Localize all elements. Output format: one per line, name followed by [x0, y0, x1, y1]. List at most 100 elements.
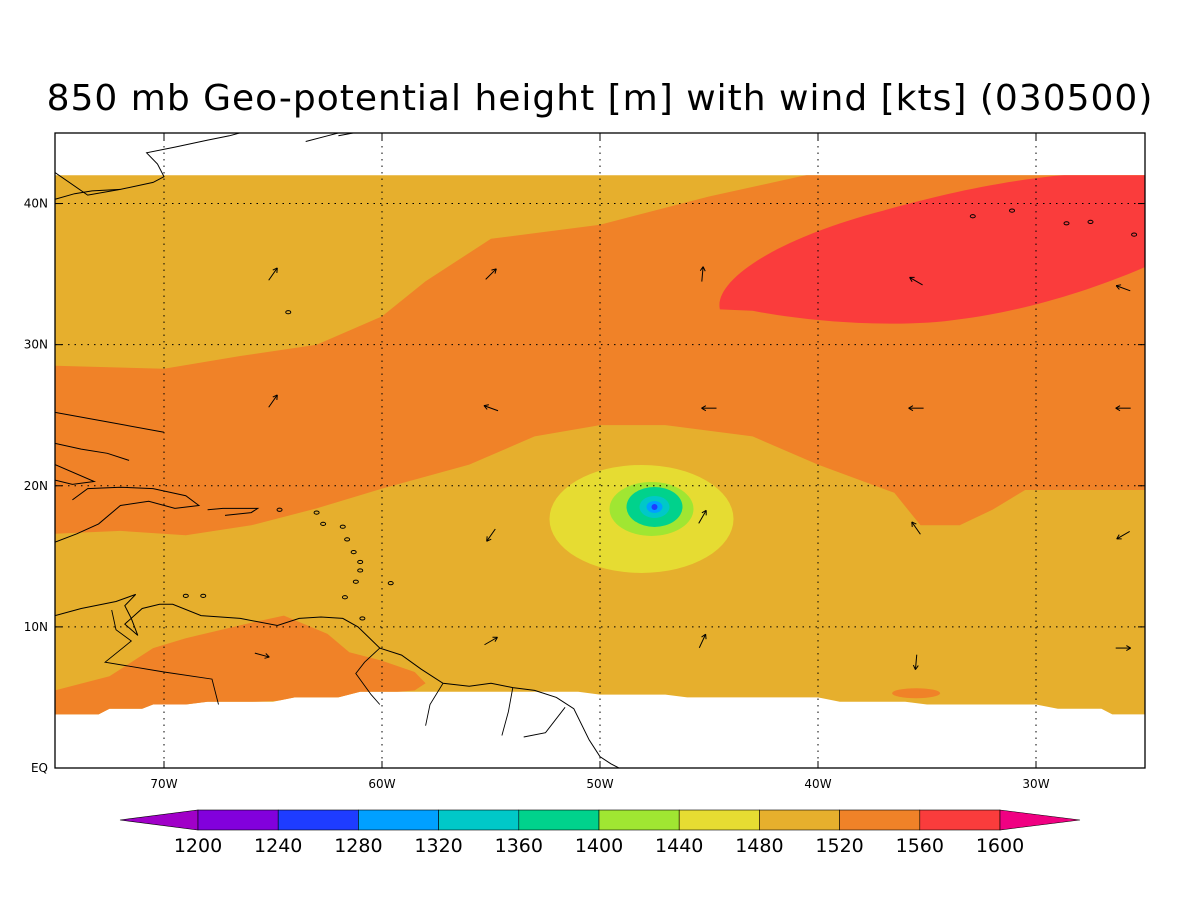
wind-arrow-shaft — [484, 636, 498, 646]
wind-arrow — [1116, 530, 1130, 540]
island — [341, 595, 348, 600]
country-border — [104, 609, 219, 705]
wind-arrow-shaft — [1115, 285, 1131, 292]
wind-arrow-head — [272, 394, 278, 398]
wind-arrow-shaft — [483, 405, 499, 412]
wind-arrow-head — [1126, 647, 1131, 651]
wind-arrow — [911, 521, 921, 535]
height-band-1560-south — [55, 615, 426, 715]
colorbar-label: 1560 — [896, 835, 944, 857]
x-tick-label: 30W — [1022, 777, 1049, 791]
colorbar-swatch — [678, 809, 760, 831]
coastline-segment — [55, 593, 621, 768]
colorbar-label: 1360 — [495, 835, 543, 857]
island — [357, 559, 364, 565]
island — [387, 581, 394, 586]
wind-arrow-head — [912, 664, 916, 670]
axis-ticks: 70W 60W 50W 40W 30W EQ 10N 20N 30N 40N — [24, 133, 1145, 791]
colorbar-swatch — [919, 809, 1001, 831]
wind-arrow — [912, 654, 919, 670]
colorbar-label: 1480 — [735, 835, 783, 857]
wind-arrow — [485, 268, 497, 280]
wind-arrow — [484, 636, 498, 646]
wind-arrow-shaft — [914, 654, 918, 670]
y-tick-label: 10N — [24, 620, 48, 634]
coastline-segment — [55, 133, 242, 196]
island — [344, 537, 351, 542]
coastline-segment — [207, 507, 260, 516]
island — [1087, 219, 1094, 224]
country-border — [425, 683, 444, 726]
colorbar-swatch — [839, 809, 921, 831]
island — [969, 214, 976, 219]
wind-arrow — [698, 509, 707, 524]
coastline-segment — [55, 486, 201, 543]
wind-arrow-head — [494, 268, 497, 274]
colorbar: 1200 1240 1280 1320 1360 1400 1440 1480 1520 1560… — [119, 809, 1081, 857]
wind-arrow-head — [483, 405, 488, 410]
wind-arrow-shaft — [911, 521, 921, 535]
wind-arrow-head — [701, 509, 707, 514]
wind-arrow-head — [915, 665, 919, 670]
wind-arrow-head — [491, 268, 497, 271]
country-border — [355, 647, 381, 705]
wind-arrow-shaft — [268, 267, 278, 281]
country-border — [523, 707, 566, 738]
colorbar-swatch — [598, 809, 680, 831]
wind-arrow-head — [1115, 285, 1120, 290]
island — [359, 616, 366, 621]
colorbar-label: 1320 — [414, 835, 462, 857]
wind-arrow — [908, 405, 924, 412]
wind-arrow-head — [1116, 534, 1120, 540]
coastline-segment — [55, 442, 130, 461]
island — [357, 568, 364, 573]
colorbar-swatch — [438, 809, 520, 831]
wind-arrow — [486, 528, 496, 542]
colorbar-high-arrow — [999, 809, 1081, 831]
wind-arrow-head — [264, 656, 270, 659]
wind-arrow-head — [908, 407, 914, 412]
wind-arrow-shaft — [698, 633, 707, 649]
wind-arrow-shaft — [254, 652, 270, 658]
colorbar-label: 1400 — [575, 835, 623, 857]
wind-arrow-head — [911, 521, 917, 525]
wind-arrow-head — [909, 277, 913, 282]
colorbar-label: 1200 — [174, 835, 222, 857]
coastlines — [55, 133, 1138, 768]
wind-arrow-head — [1115, 407, 1121, 412]
wind-arrow-head — [701, 405, 707, 409]
island — [313, 510, 320, 515]
wind-arrow — [1115, 645, 1131, 651]
colorbar-label: 1240 — [254, 835, 302, 857]
colorbar-label: 1600 — [976, 835, 1024, 857]
wind-arrow — [1115, 405, 1131, 412]
wind-arrow-shaft — [701, 266, 704, 282]
island — [276, 507, 283, 512]
wind-arrow — [254, 652, 270, 659]
wind-arrow — [268, 394, 278, 408]
wind-arrow-shaft — [485, 268, 497, 280]
island — [1063, 221, 1070, 226]
wind-arrow-head — [699, 266, 704, 272]
colorbar-swatch — [518, 809, 600, 831]
wind-arrow-shaft — [909, 276, 923, 286]
wind-arrow-shaft — [486, 528, 496, 542]
y-tick-label: EQ — [31, 761, 48, 775]
wind-arrow — [483, 404, 499, 412]
colorbar-label: 1440 — [655, 835, 703, 857]
wind-arrow-head — [908, 405, 914, 409]
coastline-segment — [55, 411, 165, 433]
wind-arrow-head — [1115, 405, 1121, 409]
y-tick-label: 30N — [24, 338, 48, 352]
colorbar-label: 1280 — [334, 835, 382, 857]
y-tick-label: 20N — [24, 479, 48, 493]
colorbar-swatch — [197, 809, 279, 831]
wind-arrow — [699, 266, 706, 282]
y-tick-label: 40N — [24, 197, 48, 211]
wind-vectors — [254, 266, 1131, 670]
coastline-segment — [55, 188, 121, 200]
height-band-1280 — [651, 503, 658, 510]
wind-arrow — [909, 276, 923, 286]
wind-arrow — [268, 267, 278, 281]
